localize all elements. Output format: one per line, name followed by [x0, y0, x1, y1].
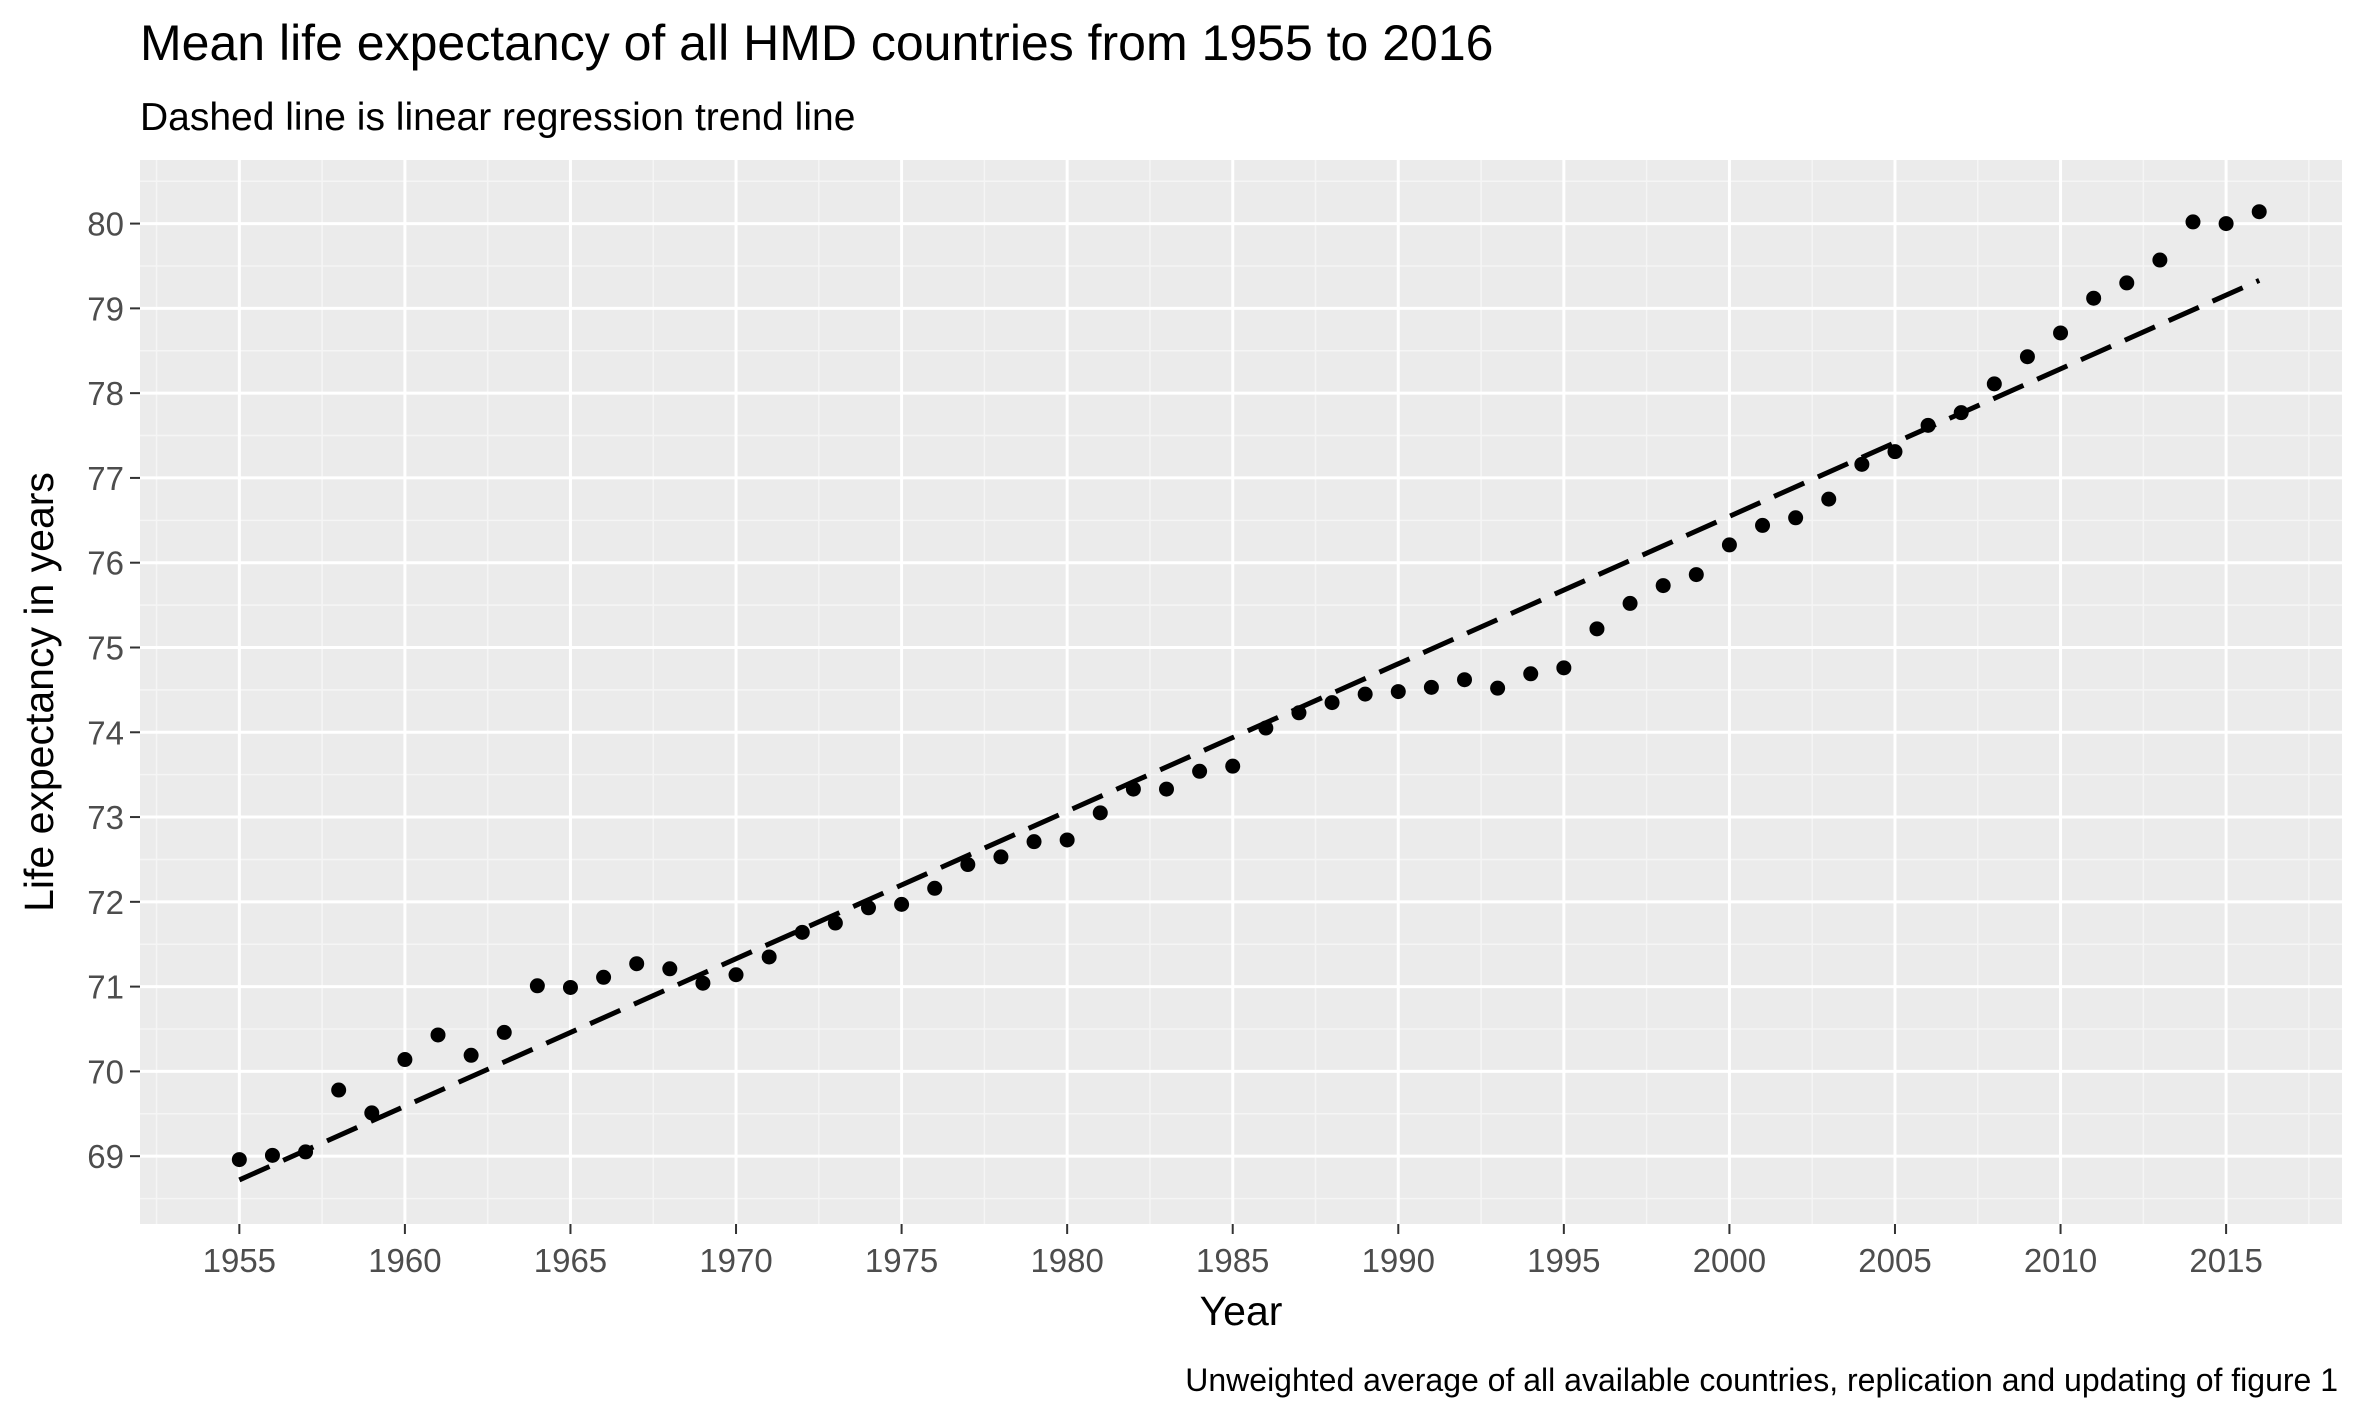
x-tick-label: 2000 — [1693, 1242, 1766, 1279]
data-point — [2185, 214, 2201, 230]
data-point — [2019, 349, 2035, 365]
data-point — [761, 949, 777, 965]
data-point — [1589, 621, 1605, 637]
x-tick-label: 1960 — [368, 1242, 441, 1279]
data-point — [2086, 290, 2102, 306]
data-point — [1556, 660, 1572, 676]
data-point — [1457, 672, 1473, 688]
data-point — [728, 967, 744, 983]
data-point — [1920, 417, 1936, 433]
data-point — [1986, 376, 2002, 392]
data-point — [1688, 567, 1704, 583]
data-points — [231, 204, 2267, 1168]
y-tick-label: 78 — [87, 375, 124, 412]
data-point — [1490, 680, 1506, 696]
x-tick-label: 1965 — [534, 1242, 607, 1279]
y-tick-label: 80 — [87, 206, 124, 243]
data-point — [562, 979, 578, 995]
data-point — [960, 857, 976, 873]
data-point — [1225, 758, 1241, 774]
data-point — [1258, 720, 1274, 736]
x-tick-label: 2015 — [2189, 1242, 2262, 1279]
data-point — [1026, 834, 1042, 850]
y-tick-label: 79 — [87, 290, 124, 327]
data-point — [1788, 510, 1804, 526]
data-point — [1158, 781, 1174, 797]
data-point — [1721, 537, 1737, 553]
data-point — [231, 1152, 247, 1168]
y-tick-label: 73 — [87, 799, 124, 836]
data-point — [1192, 763, 1208, 779]
data-point — [1092, 805, 1108, 821]
data-point — [331, 1082, 347, 1098]
data-point — [2218, 216, 2234, 232]
data-point — [1655, 578, 1671, 594]
data-point — [993, 849, 1009, 865]
data-point — [1125, 781, 1141, 797]
data-point — [827, 915, 843, 931]
data-point — [364, 1105, 380, 1121]
data-point — [1390, 684, 1406, 700]
y-tick-label: 72 — [87, 884, 124, 921]
x-tick-label: 2005 — [1858, 1242, 1931, 1279]
x-tick-label: 1985 — [1196, 1242, 1269, 1279]
chart-subtitle: Dashed line is linear regression trend l… — [140, 96, 855, 139]
data-point — [430, 1027, 446, 1043]
data-point — [794, 924, 810, 940]
x-tick-label: 1995 — [1527, 1242, 1600, 1279]
data-point — [860, 900, 876, 916]
data-point — [264, 1147, 280, 1163]
grid-minor-lines — [140, 160, 2342, 1224]
grid-major-lines — [140, 160, 2342, 1224]
data-point — [695, 975, 711, 991]
data-point — [397, 1052, 413, 1068]
x-tick-label: 1980 — [1030, 1242, 1103, 1279]
data-point — [1324, 695, 1340, 711]
data-point — [2152, 252, 2168, 268]
data-point — [298, 1144, 314, 1160]
y-tick-label: 75 — [87, 629, 124, 666]
data-point — [1887, 444, 1903, 460]
data-point — [629, 956, 645, 972]
y-tick-label: 74 — [87, 714, 124, 751]
data-point — [1423, 679, 1439, 695]
data-point — [1821, 491, 1837, 507]
x-tick-label: 2010 — [2024, 1242, 2097, 1279]
y-axis: 69 70 71 72 73 74 75 76 77 78 79 80 — [87, 206, 140, 1175]
data-point — [1854, 456, 1870, 472]
y-axis-title: Life expectancy in years — [16, 472, 62, 912]
data-point — [2251, 204, 2267, 220]
y-tick-label: 77 — [87, 460, 124, 497]
plot-panel — [140, 160, 2342, 1224]
data-point — [1953, 405, 1969, 421]
data-point — [596, 969, 612, 985]
y-tick-label: 70 — [87, 1053, 124, 1090]
chart-caption: Unweighted average of all available coun… — [1185, 1362, 2338, 1398]
x-tick-label: 1990 — [1362, 1242, 1435, 1279]
data-point — [1523, 666, 1539, 682]
x-tick-label: 1970 — [699, 1242, 772, 1279]
y-tick-label: 71 — [87, 969, 124, 1006]
x-axis: 1955 1960 1965 1970 1975 1980 1985 1990 1995 2000… — [203, 1224, 2263, 1279]
data-point — [894, 896, 910, 912]
data-point — [927, 880, 943, 896]
x-axis-title: Year — [1200, 1288, 1283, 1334]
x-tick-label: 1955 — [203, 1242, 276, 1279]
data-point — [1291, 705, 1307, 721]
data-point — [529, 978, 545, 994]
chart-title: Mean life expectancy of all HMD countrie… — [140, 15, 1493, 71]
y-tick-label: 76 — [87, 545, 124, 582]
data-point — [463, 1047, 479, 1063]
data-point — [1357, 686, 1373, 702]
data-point — [662, 961, 678, 977]
data-point — [2119, 275, 2135, 291]
data-point — [1059, 832, 1075, 848]
data-point — [1622, 595, 1638, 611]
y-tick-label: 69 — [87, 1138, 124, 1175]
x-tick-label: 1975 — [865, 1242, 938, 1279]
data-point — [496, 1024, 512, 1040]
data-point — [2053, 325, 2069, 341]
data-point — [1755, 517, 1771, 533]
